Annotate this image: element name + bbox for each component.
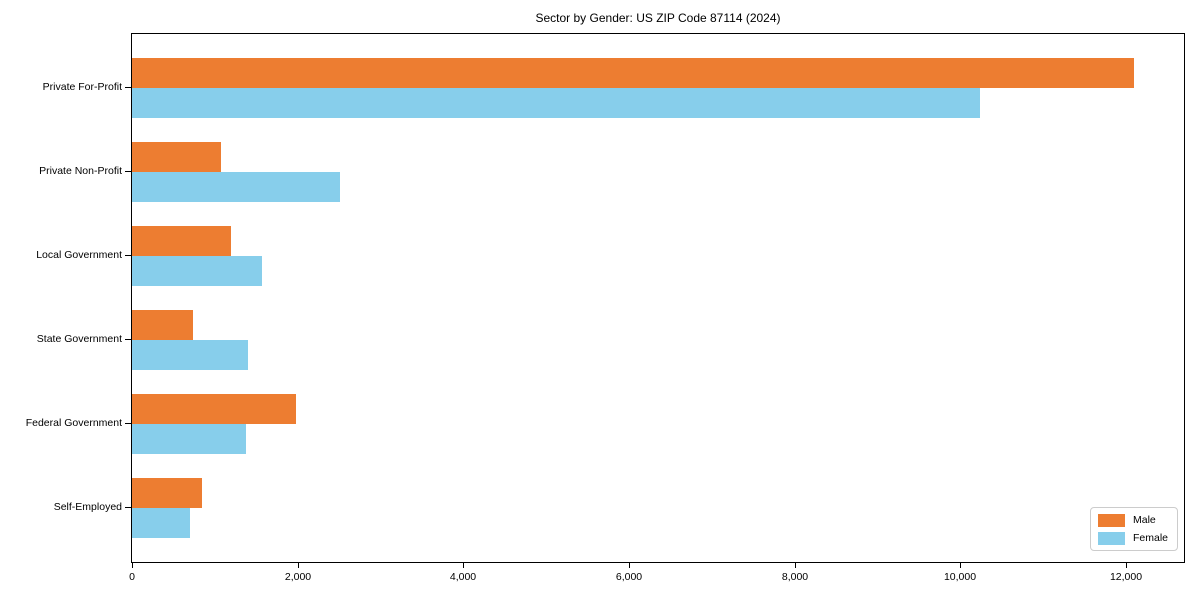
bar-female-1 bbox=[132, 172, 340, 202]
bar-male-3 bbox=[132, 310, 193, 340]
y-axis-label-0: Private For-Profit bbox=[42, 81, 122, 93]
bar-male-0 bbox=[132, 58, 1134, 88]
bar-male-5 bbox=[132, 478, 202, 508]
bar-female-5 bbox=[132, 508, 190, 538]
plot-area bbox=[131, 33, 1185, 563]
y-axis-label-1: Private Non-Profit bbox=[39, 165, 122, 177]
y-tick-mark-3 bbox=[125, 339, 131, 340]
x-axis-tick-label-4: 8,000 bbox=[781, 571, 809, 583]
x-axis-tick-label-1: 2,000 bbox=[284, 571, 312, 583]
bar-female-4 bbox=[132, 424, 246, 454]
x-axis-tick-label-5: 10,000 bbox=[943, 571, 977, 583]
legend-swatch-male bbox=[1098, 513, 1125, 527]
legend-label-male: Male bbox=[1133, 513, 1156, 526]
x-tick-mark-0 bbox=[132, 563, 133, 568]
legend-item-female: Female bbox=[1098, 531, 1177, 545]
bar-male-4 bbox=[132, 394, 296, 424]
x-tick-mark-1 bbox=[298, 563, 299, 568]
y-tick-mark-4 bbox=[125, 423, 131, 424]
x-axis-tick-label-3: 6,000 bbox=[615, 571, 643, 583]
x-tick-mark-5 bbox=[960, 563, 961, 568]
bar-female-0 bbox=[132, 88, 980, 118]
x-tick-mark-2 bbox=[463, 563, 464, 568]
x-tick-mark-3 bbox=[629, 563, 630, 568]
legend: Male Female bbox=[1090, 507, 1178, 551]
bar-male-1 bbox=[132, 142, 221, 172]
x-tick-mark-4 bbox=[795, 563, 796, 568]
legend-label-female: Female bbox=[1133, 531, 1169, 544]
y-tick-mark-1 bbox=[125, 171, 131, 172]
x-axis-tick-label-2: 4,000 bbox=[449, 571, 477, 583]
bar-female-2 bbox=[132, 256, 262, 286]
y-tick-mark-0 bbox=[125, 87, 131, 88]
x-axis-tick-label-6: 12,000 bbox=[1109, 571, 1143, 583]
x-tick-mark-6 bbox=[1126, 563, 1127, 568]
y-axis-label-4: Federal Government bbox=[25, 417, 122, 429]
y-axis-label-2: Local Government bbox=[36, 249, 122, 261]
x-axis-tick-label-0: 0 bbox=[129, 571, 135, 583]
bar-male-2 bbox=[132, 226, 231, 256]
y-axis-label-3: State Government bbox=[36, 333, 122, 345]
legend-item-male: Male bbox=[1098, 513, 1177, 527]
y-tick-mark-2 bbox=[125, 255, 131, 256]
y-axis-label-5: Self-Employed bbox=[53, 501, 122, 513]
bar-female-3 bbox=[132, 340, 248, 370]
chart-title: Sector by Gender: US ZIP Code 87114 (202… bbox=[535, 11, 781, 25]
legend-swatch-female bbox=[1098, 531, 1125, 545]
y-tick-mark-5 bbox=[125, 507, 131, 508]
